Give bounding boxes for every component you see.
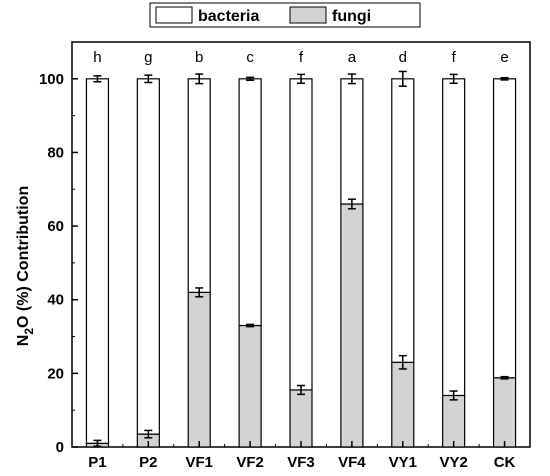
y-axis-title: N2O (%) Contribution	[15, 186, 36, 346]
bar-fungi-vf4	[340, 203, 364, 448]
bar-fungi-vy2	[442, 394, 466, 448]
legend-label-fungi: fungi	[332, 8, 371, 25]
y-tick-label: 80	[47, 144, 64, 161]
bar-bacteria-p2	[136, 78, 160, 435]
legend-label-bacteria: bacteria	[198, 8, 259, 25]
legend-swatch-bacteria	[155, 6, 193, 24]
y-tick-label: 20	[47, 365, 64, 382]
bar-bacteria-vy1	[391, 78, 415, 363]
bar-bacteria-vy2	[442, 78, 466, 397]
significance-letter-vy2: f	[452, 49, 457, 66]
significance-letter-vf3: f	[299, 49, 304, 66]
legend-swatch-fungi	[289, 6, 327, 24]
legend: bacteria fungi	[149, 2, 421, 28]
x-tick-label-vf2: VF2	[236, 454, 264, 471]
error-bar-fungi-ck	[500, 375, 509, 380]
error-bar-fungi-vf2	[246, 323, 255, 328]
significance-letter-vy1: d	[399, 49, 407, 66]
bar-fungi-vy1	[391, 361, 415, 448]
bar-bacteria-vf1	[187, 78, 211, 293]
error-bar-fungi-p2	[144, 429, 153, 439]
error-bar-fungi-vf1	[195, 287, 204, 298]
y-tick-label: 0	[56, 439, 64, 456]
error-bar-fungi-vf3	[297, 384, 305, 396]
error-bar-bacteria-p2	[144, 74, 153, 84]
x-tick-label-vf1: VF1	[185, 454, 213, 471]
y-tick-label: 40	[47, 292, 64, 309]
error-bar-bacteria-vy2	[449, 73, 458, 84]
error-bar-bacteria-p1	[93, 75, 102, 83]
x-tick-label-vy2: VY2	[439, 454, 467, 471]
error-bar-fungi-vy1	[398, 354, 407, 370]
x-axis-ticks: P1 P2 VF1 VF2 VF3 VF4 VY1 VY2 CK	[71, 441, 531, 471]
x-tick-label-ck: CK	[494, 454, 516, 471]
significance-letter-vf4: a	[348, 49, 357, 66]
error-bar-fungi-vy2	[449, 390, 458, 401]
y-tick-label: 100	[39, 71, 64, 88]
significance-letter-vf1: b	[195, 49, 203, 66]
significance-letter-ck: e	[500, 49, 508, 66]
significance-letter-vf2: c	[246, 49, 254, 66]
bar-bacteria-p1	[85, 78, 110, 444]
error-bar-bacteria-vf1	[195, 73, 204, 85]
bar-fungi-vf1	[187, 291, 211, 448]
y-axis-ticks: 0 20 40 60 80 100	[39, 71, 78, 456]
error-bar-bacteria-vf3	[297, 73, 305, 84]
bar-fungi-vf2	[238, 324, 262, 448]
y-tick-label: 60	[47, 218, 64, 235]
bar-bacteria-vf3	[289, 78, 313, 391]
error-bar-bacteria-vy1	[398, 70, 407, 87]
x-tick-label-vf4: VF4	[338, 454, 366, 471]
legend-box	[149, 2, 421, 28]
error-bar-bacteria-ck	[500, 76, 509, 81]
bar-bacteria-vf4	[340, 78, 364, 205]
significance-letter-p2: g	[144, 49, 152, 66]
x-tick-label-p2: P2	[139, 454, 157, 471]
bar-bacteria-ck	[492, 78, 517, 379]
error-bar-fungi-vf4	[347, 198, 356, 210]
x-tick-label-vf3: VF3	[287, 454, 315, 471]
significance-letter-p1: h	[93, 49, 101, 66]
error-bar-bacteria-vf2	[246, 76, 255, 82]
x-tick-label-p1: P1	[88, 454, 106, 471]
bars-group	[85, 70, 517, 448]
bar-fungi-ck	[492, 377, 517, 448]
bar-bacteria-vf2	[238, 78, 262, 327]
bar-fungi-vf3	[289, 389, 313, 448]
error-bar-bacteria-vf4	[347, 73, 356, 85]
x-tick-label-vy1: VY1	[389, 454, 417, 471]
